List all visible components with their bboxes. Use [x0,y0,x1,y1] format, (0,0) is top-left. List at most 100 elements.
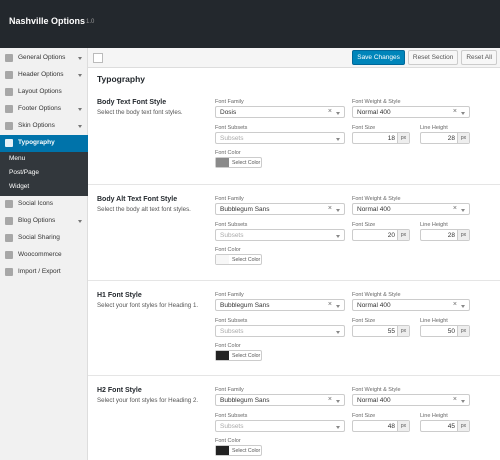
input-value: 55 [387,328,395,335]
field-label: Font Color [215,150,241,156]
toolbar-button[interactable]: Reset All [461,50,497,65]
menu-label: Woocommerce [18,251,62,258]
select-arrow [336,111,340,115]
number-input[interactable]: 55 px [352,325,410,337]
menu-item[interactable]: Layout Options [0,84,88,101]
select[interactable]: Bubblegum Sans × [215,203,345,215]
select-arrow [336,304,340,308]
number-input[interactable]: 50 px [420,325,470,337]
toolbar-button[interactable]: Reset Section [407,50,459,65]
menu-label: Layout Options [18,88,62,95]
menu-label: General Options [18,54,66,61]
field-label: Font Subsets [215,318,248,324]
expand-icon[interactable] [93,53,103,63]
toolbar-button[interactable]: Save Changes [352,50,405,65]
menu-item[interactable]: General Options [0,50,88,67]
field-label: Line Height [420,125,448,131]
field-label: Font Color [215,343,241,349]
input-unit: px [457,230,469,240]
menu-icon [5,268,13,276]
menu-item[interactable]: Social Sharing [0,230,88,247]
select[interactable]: Bubblegum Sans × [215,299,345,311]
select-value: Normal 400 [357,109,391,116]
menu-item[interactable]: Typography [0,135,88,152]
clear-icon: × [327,205,332,212]
select-arrow [336,425,340,429]
select[interactable]: Subsets [215,325,345,337]
select-arrow [461,208,465,212]
select[interactable]: Bubblegum Sans × [215,394,345,406]
menu-label: Social Sharing [18,234,60,241]
number-input[interactable]: 48 px [352,420,410,432]
separator [88,184,500,185]
select[interactable]: Subsets [215,420,345,432]
menu-item[interactable]: Footer Options [0,101,88,118]
select-arrow [461,111,465,115]
select-arrow [336,234,340,238]
field-label: Font Weight & Style [352,99,401,105]
menu-label: Blog Options [18,217,56,224]
select[interactable]: Normal 400 × [352,394,470,406]
color-swatch [216,351,229,360]
clear-icon: × [452,205,457,212]
select[interactable]: Subsets [215,229,345,241]
number-input[interactable]: 45 px [420,420,470,432]
field-label: Font Weight & Style [352,292,401,298]
input-value: 18 [387,135,395,142]
menu-item[interactable]: Blog Options [0,213,88,230]
menu-label: Typography [18,139,55,146]
field-label: Font Family [215,196,244,202]
number-input[interactable]: 20 px [352,229,410,241]
color-picker[interactable]: Select Color [215,254,262,265]
menu-icon [5,122,13,130]
submenu-item[interactable]: Post/Page [9,169,39,176]
input-unit: px [457,326,469,336]
section-title: Body Text Font Style [97,99,167,106]
menu-icon [5,71,13,79]
menu-item[interactable]: Woocommerce [0,247,88,264]
menu-arrow [78,108,82,111]
color-button-label: Select Color [232,352,261,359]
input-unit: px [397,230,409,240]
field-label: Font Size [352,125,376,131]
section-description: Select the body text font styles. [97,109,183,116]
separator [88,375,500,376]
select-arrow [336,137,340,141]
menu-icon [5,234,13,242]
submenu-item[interactable]: Menu [9,155,26,162]
select[interactable]: Subsets [215,132,345,144]
field-label: Font Subsets [215,125,248,131]
field-label: Line Height [420,413,448,419]
input-value: 48 [387,423,395,430]
submenu-item[interactable]: Widget [9,183,30,190]
number-input[interactable]: 28 px [420,229,470,241]
color-swatch [216,158,229,167]
select[interactable]: Normal 400 × [352,299,470,311]
menu-icon [5,139,13,147]
select-value: Normal 400 [357,397,391,404]
number-input[interactable]: 28 px [420,132,470,144]
color-picker[interactable]: Select Color [215,157,262,168]
select[interactable]: Normal 400 × [352,106,470,118]
color-picker[interactable]: Select Color [215,350,262,361]
number-input[interactable]: 18 px [352,132,410,144]
menu-item[interactable]: Header Options [0,67,88,84]
select-arrow [461,399,465,403]
section-description: Select the body alt text font styles. [97,206,191,213]
input-value: 28 [447,135,455,142]
select[interactable]: Normal 400 × [352,203,470,215]
field-label: Font Subsets [215,222,248,228]
field-label: Font Size [352,413,376,419]
menu-item[interactable]: Skin Options [0,118,88,135]
select-value: Bubblegum Sans [220,397,270,404]
color-picker[interactable]: Select Color [215,445,262,456]
clear-icon: × [327,396,332,403]
menu-label: Skin Options [18,122,55,129]
page-title: Typography [97,74,146,84]
menu-label: Import / Export [18,268,61,275]
menu-arrow [78,74,82,77]
select[interactable]: Dosis × [215,106,345,118]
menu-item[interactable]: Social Icons [0,196,88,213]
menu-item[interactable]: Import / Export [0,264,88,281]
field-label: Font Weight & Style [352,387,401,393]
